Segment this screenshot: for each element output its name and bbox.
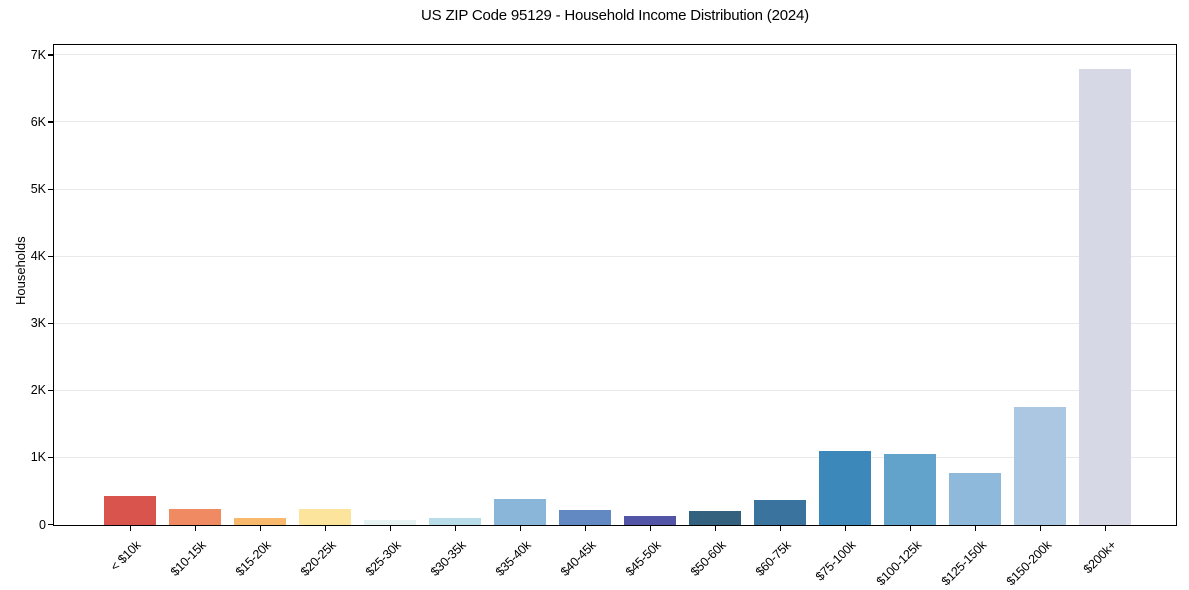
bar-100-125k <box>883 453 936 525</box>
y-tick-mark-6k <box>48 121 53 123</box>
y-tick-label-3k: 3K <box>30 316 46 331</box>
bar-10k <box>103 496 156 525</box>
gridline-1k <box>54 456 1176 458</box>
y-tick-label-1k: 1K <box>30 450 46 465</box>
x-tick-mark-25-30k <box>389 526 391 531</box>
bar-25-30k <box>363 520 416 525</box>
gridline-5k <box>54 188 1176 190</box>
x-tick-mark-30-35k <box>454 526 456 531</box>
bar-35-40k <box>493 498 546 525</box>
x-tick-mark-60-75k <box>779 526 781 531</box>
y-tick-mark-4k <box>48 255 53 257</box>
x-tick-mark-45-50k <box>649 526 651 531</box>
x-tick-mark-10k <box>129 526 131 531</box>
x-tick-mark-20-25k <box>324 526 326 531</box>
x-tick-mark-125-150k <box>974 526 976 531</box>
x-tick-label-40-45k: $40-45k <box>558 538 599 579</box>
gridline-7k <box>54 54 1176 56</box>
x-tick-label-45-50k: $45-50k <box>623 538 664 579</box>
gridline-3k <box>54 322 1176 324</box>
x-tick-label-10k: < $10k <box>108 538 144 574</box>
bar-40-45k <box>558 510 611 525</box>
plot-area <box>53 44 1177 526</box>
x-tick-label-100-125k: $100-125k <box>873 538 924 589</box>
y-tick-label-0: 0 <box>39 517 46 532</box>
x-tick-label-10-15k: $10-15k <box>168 538 209 579</box>
y-tick-mark-0 <box>48 524 53 526</box>
x-tick-label-30-35k: $30-35k <box>428 538 469 579</box>
x-tick-mark-50-60k <box>714 526 716 531</box>
x-tick-mark-10-15k <box>194 526 196 531</box>
y-tick-mark-7k <box>48 54 53 56</box>
y-tick-label-4k: 4K <box>30 249 46 264</box>
y-tick-mark-3k <box>48 322 53 325</box>
x-tick-mark-75-100k <box>844 526 846 531</box>
y-tick-mark-2k <box>48 389 53 392</box>
bar-45-50k <box>623 515 676 525</box>
bar-10-15k <box>168 509 221 525</box>
bar-60-75k <box>753 500 806 525</box>
x-tick-label-150-200k: $150-200k <box>1003 538 1054 589</box>
bars-layer <box>54 45 1176 525</box>
gridline-2k <box>54 389 1176 391</box>
bar-15-20k <box>233 517 286 525</box>
x-tick-label-25-30k: $25-30k <box>363 538 404 579</box>
x-tick-label-200k: $200k+ <box>1080 538 1119 577</box>
bar-50-60k <box>688 510 741 525</box>
x-tick-mark-200k <box>1104 526 1106 531</box>
x-tick-label-15-20k: $15-20k <box>233 538 274 579</box>
gridline-6k <box>54 121 1176 123</box>
y-tick-label-7k: 7K <box>30 47 46 62</box>
y-axis-label: Households <box>13 236 28 305</box>
bar-150-200k <box>1013 406 1066 525</box>
x-tick-mark-35-40k <box>519 526 521 531</box>
y-tick-label-5k: 5K <box>30 182 46 197</box>
chart-title: US ZIP Code 95129 - Household Income Dis… <box>421 7 809 24</box>
x-tick-label-60-75k: $60-75k <box>753 538 794 579</box>
x-tick-label-20-25k: $20-25k <box>298 538 339 579</box>
x-tick-mark-15-20k <box>259 526 261 531</box>
x-tick-label-125-150k: $125-150k <box>938 538 989 589</box>
x-tick-mark-40-45k <box>584 526 586 531</box>
bar-125-150k <box>948 473 1001 525</box>
bar-20-25k <box>298 508 351 525</box>
x-tick-mark-100-125k <box>909 526 911 531</box>
y-tick-label-6k: 6K <box>30 114 46 129</box>
bar-30-35k <box>428 517 481 525</box>
x-tick-mark-150-200k <box>1039 526 1041 531</box>
y-tick-label-2k: 2K <box>30 383 46 398</box>
bar-200k <box>1078 69 1131 525</box>
y-tick-mark-5k <box>48 188 53 190</box>
x-tick-label-35-40k: $35-40k <box>493 538 534 579</box>
bar-75-100k <box>818 451 871 525</box>
x-tick-label-50-60k: $50-60k <box>688 538 729 579</box>
gridlines-layer <box>54 45 1176 525</box>
gridline-4k <box>54 255 1176 257</box>
y-tick-mark-1k <box>48 456 53 459</box>
x-tick-label-75-100k: $75-100k <box>813 538 859 584</box>
